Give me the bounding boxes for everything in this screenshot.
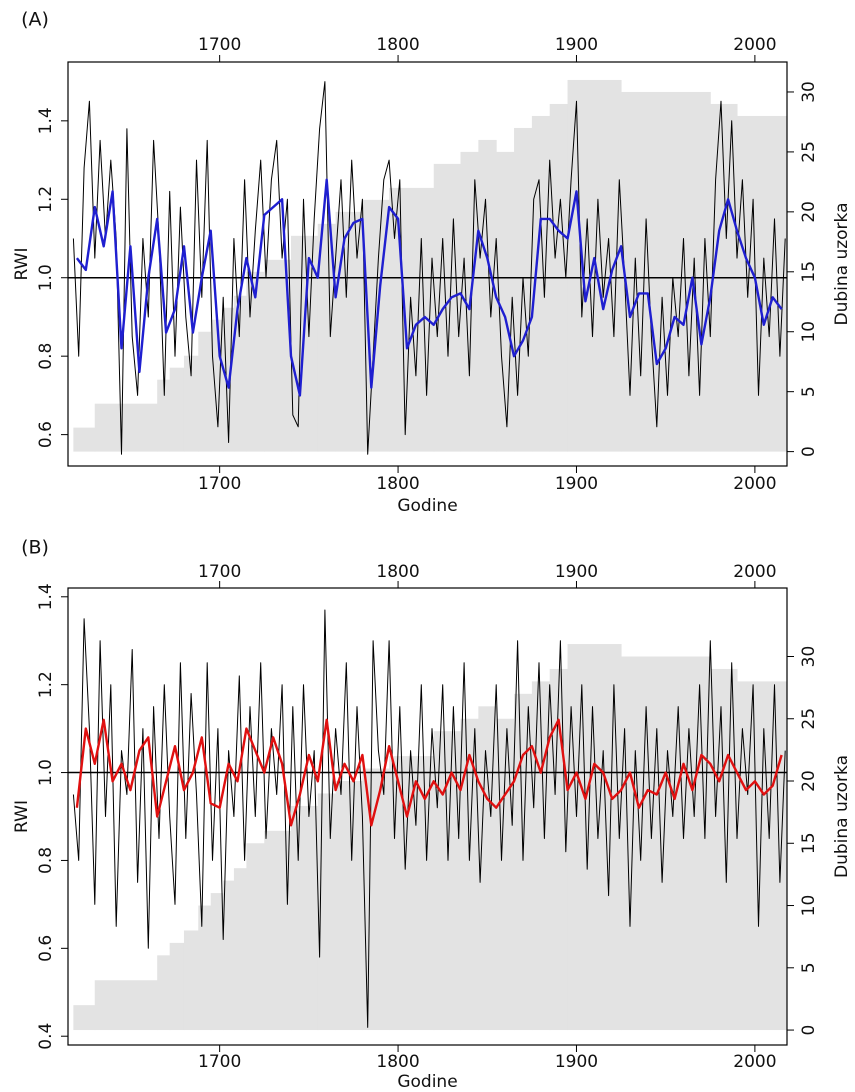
y2-tick-label: 5 [799, 962, 819, 973]
panel-label: (B) [21, 537, 49, 559]
sample-depth-step [335, 211, 363, 452]
sample-depth-step [567, 644, 622, 1031]
y-axis-title: RWI [12, 800, 32, 833]
sample-depth-step [433, 163, 462, 452]
sample-depth-step [514, 693, 533, 1031]
x-tick-label-top: 1900 [555, 35, 598, 55]
sample-depth-step [157, 379, 171, 452]
y2-tick-label: 15 [799, 832, 819, 854]
sample-depth-step [478, 139, 497, 452]
sample-depth-step [335, 781, 363, 1031]
x-tick-label-top: 2000 [733, 35, 776, 55]
y2-tick-label: 0 [799, 1025, 819, 1036]
y-tick-label: 1.2 [36, 186, 56, 213]
y2-axis-title: Dubina uzorka [832, 755, 852, 878]
x-tick-label: 1700 [198, 474, 241, 494]
y-tick-label: 1.4 [36, 107, 56, 134]
sample-depth-step [621, 656, 711, 1031]
y2-tick-label: 25 [799, 708, 819, 730]
x-tick-label: 1800 [376, 1052, 419, 1072]
x-tick-label: 1900 [555, 474, 598, 494]
y-tick-label: 0.8 [36, 343, 56, 370]
sample-depth-step [264, 830, 292, 1031]
sample-depth-step [198, 905, 212, 1031]
sample-depth-step [246, 843, 265, 1031]
y-tick-label: 0.6 [36, 421, 56, 448]
sample-depth-step [496, 718, 515, 1031]
sample-depth-step [198, 331, 212, 452]
sample-depth-step [737, 115, 787, 452]
y2-tick-label: 20 [799, 201, 819, 223]
y2-axis-title: Dubina uzorka [832, 202, 852, 325]
sample-depth-step [737, 681, 787, 1031]
plot-area [68, 609, 787, 1031]
y2-tick-label: 20 [799, 770, 819, 792]
y-tick-label: 0.8 [36, 847, 56, 874]
plot-area [68, 79, 787, 455]
y-tick-label: 0.4 [36, 1023, 56, 1050]
x-tick-label-top: 1700 [198, 35, 241, 55]
sample-depth-step [210, 893, 224, 1031]
smoothed-line [75, 178, 783, 397]
sample-depth-step [157, 955, 171, 1031]
sample-depth-step [460, 718, 479, 1031]
x-tick-label-top: 2000 [733, 562, 776, 582]
y2-tick-label: 10 [799, 321, 819, 343]
sample-depth-step [246, 271, 265, 452]
sample-depth-step [496, 151, 515, 452]
sample-depth-step [514, 127, 533, 452]
sample-depth-step [94, 980, 158, 1031]
panel-label: (A) [21, 9, 49, 31]
y2-tick-label: 15 [799, 261, 819, 283]
y-tick-label: 1.0 [36, 759, 56, 786]
sample-depth-step [531, 115, 551, 452]
y-tick-label: 1.2 [36, 671, 56, 698]
sample-depth-step [183, 355, 199, 452]
x-tick-label: 2000 [733, 474, 776, 494]
x-tick-label: 1700 [198, 1052, 241, 1072]
y2-tick-label: 10 [799, 895, 819, 917]
sample-depth-step [233, 868, 247, 1031]
sample-depth-step [433, 731, 462, 1031]
sample-depth-step [94, 403, 158, 452]
y2-tick-label: 30 [799, 646, 819, 668]
sample-depth-step [710, 668, 738, 1031]
x-axis-title: Godine [397, 1072, 457, 1092]
x-tick-label-top: 1800 [376, 35, 419, 55]
y2-tick-label: 30 [799, 81, 819, 103]
x-axis-title: Godine [397, 496, 457, 516]
y-axis-title: RWI [12, 248, 32, 281]
sample-depth-step [291, 805, 319, 1031]
x-tick-label-top: 1700 [198, 562, 241, 582]
x-tick-label: 1800 [376, 474, 419, 494]
y-tick-label: 1.0 [36, 264, 56, 291]
y-tick-label: 1.4 [36, 583, 56, 610]
sample-depth-step [169, 942, 185, 1031]
x-tick-label: 1900 [555, 1052, 598, 1072]
sample-depth-step [317, 223, 337, 452]
sample-depth-step [317, 793, 337, 1031]
y2-tick-label: 0 [799, 446, 819, 457]
sample-depth-step [73, 1005, 96, 1031]
sample-depth-step [291, 235, 319, 452]
raw-series-line [72, 81, 786, 455]
sample-depth-step [233, 295, 247, 452]
smoothed-line [75, 718, 783, 827]
sample-depth-step [223, 880, 235, 1031]
plot-frame [67, 61, 788, 467]
y2-tick-label: 25 [799, 141, 819, 163]
sample-depth-step [73, 427, 96, 452]
y2-tick-label: 5 [799, 386, 819, 397]
y-tick-label: 0.6 [36, 935, 56, 962]
plot-frame [67, 587, 788, 1046]
x-tick-label: 2000 [733, 1052, 776, 1072]
x-tick-label-top: 1900 [555, 562, 598, 582]
sample-depth-step [531, 681, 551, 1031]
sample-depth-step [183, 930, 199, 1031]
sample-depth-step [169, 367, 185, 452]
x-tick-label-top: 1800 [376, 562, 419, 582]
